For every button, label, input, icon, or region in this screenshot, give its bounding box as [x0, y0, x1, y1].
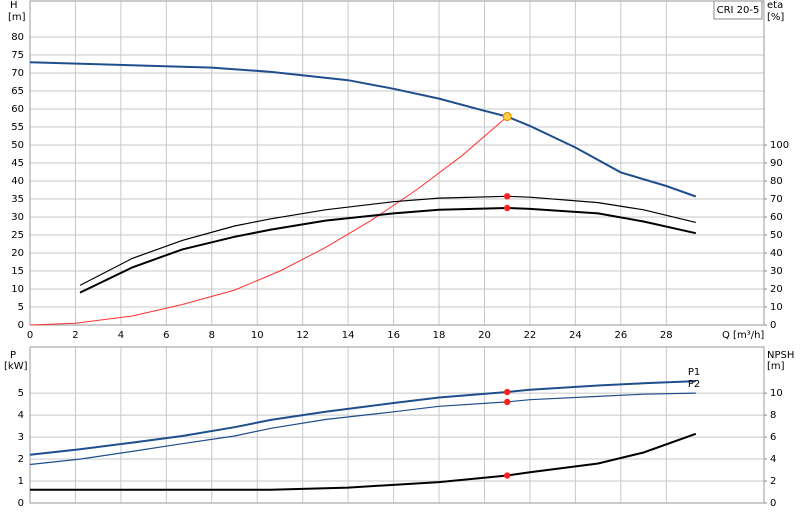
y2-tick-label: 10 [770, 388, 783, 399]
operating-point [504, 204, 511, 212]
curve [29, 116, 508, 326]
y-tick-label: 20 [11, 248, 24, 259]
y-axis-unit: [kW] [4, 361, 28, 372]
y-axis-unit: [m] [8, 12, 26, 23]
y-tick-label: 60 [11, 104, 24, 115]
y-tick-label: 10 [11, 284, 24, 295]
y-tick-label: 5 [18, 388, 24, 399]
y2-tick-label: 4 [770, 454, 776, 465]
x-tick-label: 2 [72, 330, 78, 341]
y-tick-label: 65 [11, 86, 24, 97]
x-tick-label: 28 [660, 330, 673, 341]
x-tick-label: 0 [27, 330, 33, 341]
y2-tick-label: 70 [770, 194, 783, 205]
y-axis-label: H [10, 0, 18, 11]
x-tick-label: 8 [209, 330, 215, 341]
y2-tick-label: 0 [770, 320, 776, 331]
y2-tick-label: 60 [770, 212, 783, 223]
y2-tick-label: 50 [770, 230, 783, 241]
y-tick-label: 55 [11, 122, 24, 133]
operating-point [504, 388, 511, 396]
operating-point [504, 472, 511, 479]
curve-label: P2 [688, 379, 700, 390]
x-tick-label: 26 [614, 330, 627, 341]
y2-axis-unit: [m] [767, 361, 785, 372]
y2-tick-label: 30 [770, 266, 783, 277]
y2-axis-label: NPSH [767, 350, 794, 361]
operating-point [504, 193, 511, 200]
model-box [713, 0, 763, 20]
y2-tick-label: 0 [770, 498, 776, 509]
y-tick-label: 80 [11, 32, 24, 43]
y2-tick-label: 90 [770, 158, 783, 169]
x-tick-label: 20 [478, 330, 491, 341]
y2-tick-label: 100 [770, 140, 789, 151]
plot-frame [29, 346, 765, 504]
x-tick-label: 4 [118, 330, 124, 341]
y-tick-label: 2 [18, 454, 24, 465]
plot-frame [29, 0, 765, 326]
x-tick-label: 22 [524, 330, 537, 341]
curve [29, 392, 696, 466]
x-tick-label: 18 [433, 330, 446, 341]
y-tick-label: 1 [18, 476, 24, 487]
y2-tick-label: 6 [770, 432, 776, 443]
y-tick-label: 3 [18, 432, 24, 443]
x-tick-label: 14 [342, 330, 355, 341]
curve-label: P1 [688, 367, 700, 378]
y-axis-label: P [10, 350, 16, 361]
y2-tick-label: 2 [770, 476, 776, 487]
y-tick-label: 40 [11, 176, 24, 187]
curve [79, 206, 697, 294]
curve [79, 195, 696, 286]
x-tick-label: 10 [251, 330, 264, 341]
y-tick-label: 75 [11, 50, 24, 61]
y2-axis-label: eta [767, 0, 783, 11]
x-tick-label: 24 [569, 330, 582, 341]
y-tick-label: 5 [18, 302, 24, 313]
curve [29, 61, 697, 198]
x-tick-label: 16 [387, 330, 400, 341]
y-tick-label: 15 [11, 266, 24, 277]
y2-tick-label: 8 [770, 410, 776, 421]
y-tick-label: 4 [18, 410, 24, 421]
plot: 0 2 4 6 8 10 12 14 16 18 20 22 24 26 28051015202530354… [11, 0, 789, 341]
y-tick-label: 0 [18, 320, 24, 331]
curve [29, 380, 696, 456]
y-tick-label: 45 [11, 158, 24, 169]
x-axis-label: Q [m³/h] [722, 330, 764, 341]
y2-tick-label: 40 [770, 248, 783, 259]
y2-tick-label: 10 [770, 302, 783, 313]
y-tick-label: 35 [11, 194, 24, 205]
y-tick-label: 50 [11, 140, 24, 151]
y-tick-label: 70 [11, 68, 24, 79]
x-tick-label: 6 [163, 330, 169, 341]
x-tick-label: 12 [296, 330, 309, 341]
y2-tick-label: 20 [770, 284, 783, 295]
y-tick-label: 30 [11, 212, 24, 223]
y-tick-label: 0 [18, 498, 24, 509]
operating-point [502, 112, 512, 122]
y-tick-label: 25 [11, 230, 24, 241]
model-label: CRI 20-5 [717, 5, 760, 16]
y2-tick-label: 80 [770, 176, 783, 187]
y2-axis-unit: [%] [767, 12, 784, 23]
operating-point [504, 398, 511, 406]
